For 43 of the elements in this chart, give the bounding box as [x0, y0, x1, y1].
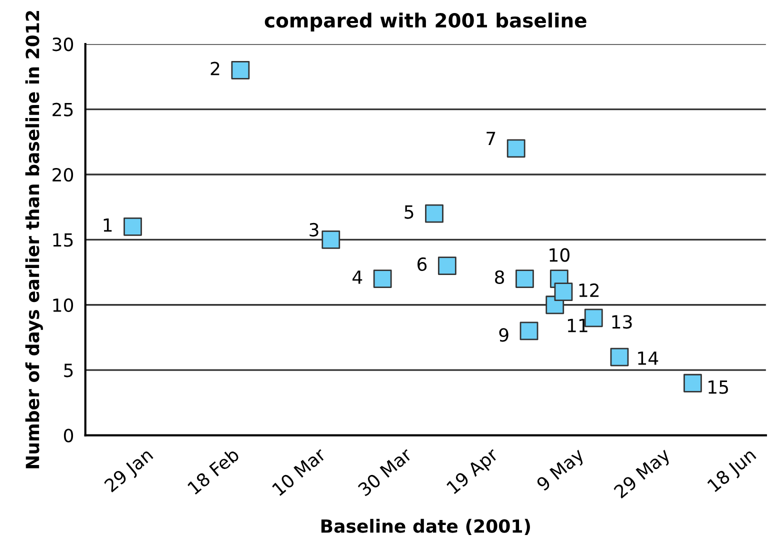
annotation: 4	[352, 270, 362, 284]
annotation: 15	[708, 380, 728, 394]
annotation: 1	[104, 218, 112, 232]
point	[684, 374, 702, 392]
point	[373, 270, 392, 288]
annotation: 3	[310, 222, 318, 237]
point	[610, 348, 629, 366]
x-axis-title: Baseline date (2001)	[321, 518, 530, 536]
point	[520, 322, 538, 340]
y-tick-label: 10	[53, 298, 74, 312]
point	[554, 282, 573, 302]
annotation: 11	[568, 318, 588, 332]
annotation: 8	[495, 270, 504, 284]
x-tick-label: 19 Apr	[446, 446, 502, 498]
y-tick-label: 0	[64, 428, 74, 442]
annotation: 13	[612, 315, 632, 329]
annotation: 6	[418, 257, 427, 272]
x-tick-label: 29 Jan	[104, 448, 156, 496]
y-axis-title: Number of days earlier than baseline in 2012	[25, 11, 43, 468]
y-tick-label: 30	[52, 38, 74, 52]
x-tick-label: 18 Feb	[186, 447, 240, 495]
y-tick-label: 5	[64, 364, 73, 378]
y-tick-label: 20	[52, 168, 74, 182]
annotation: 5	[404, 205, 414, 219]
point	[506, 139, 526, 158]
point	[425, 204, 444, 223]
x-tick-label: 29 May	[613, 446, 674, 502]
y-tick-label: 15	[53, 233, 73, 247]
annotation: 7	[486, 132, 496, 146]
point	[438, 256, 456, 275]
y-tick-label: 25	[52, 102, 73, 116]
annotation: 10	[550, 248, 570, 262]
annotation: 14	[638, 352, 658, 365]
annotation: 12	[579, 283, 599, 297]
annotation: 2	[210, 62, 220, 76]
point	[516, 270, 534, 288]
x-tick-label: 9 May	[536, 446, 588, 494]
x-tick-label: 18 Jun	[706, 448, 759, 495]
point	[322, 230, 340, 249]
x-tick-label: 30 Mar	[357, 446, 414, 497]
x-tick-label: 10 Mar	[272, 446, 327, 496]
annotation: 9	[499, 328, 508, 342]
chart-title: compared with 2001 baseline	[264, 12, 586, 32]
